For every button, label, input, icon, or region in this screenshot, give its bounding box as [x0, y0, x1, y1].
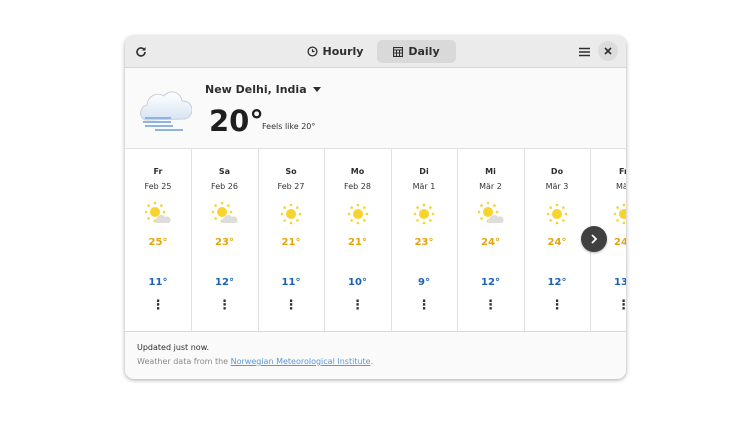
partly-cloudy-icon — [211, 201, 238, 223]
more-details-icon[interactable]: ⋮ — [484, 298, 497, 313]
day-date: Feb 27 — [277, 182, 305, 191]
more-details-icon[interactable]: ⋮ — [417, 298, 431, 313]
forecast-day[interactable]: Sa Feb 26 23° 12° ⋮ — [192, 149, 259, 331]
more-details-icon[interactable]: ⋮ — [151, 298, 165, 313]
low-temperature: 13° — [614, 277, 626, 288]
high-temperature: 24° — [481, 237, 500, 248]
high-temperature: 25° — [148, 237, 168, 248]
attribution-suffix: . — [370, 357, 374, 366]
high-temperature: 23° — [215, 237, 234, 248]
low-temperature: 12° — [481, 277, 500, 288]
refresh-button[interactable] — [129, 40, 153, 64]
chevron-right-icon — [591, 234, 598, 244]
tab-hourly-label: Hourly — [322, 45, 364, 58]
day-date: Feb 25 — [144, 182, 172, 191]
low-temperature: 9° — [418, 277, 430, 288]
dropdown-arrow-icon — [312, 87, 321, 92]
partly-cloudy-icon — [477, 201, 504, 223]
forecast-day[interactable]: Fr Mär 24° 13° ⋮ — [591, 149, 626, 331]
day-name: Fr — [619, 167, 626, 176]
location-selector[interactable]: New Delhi, India — [205, 83, 321, 96]
day-name: Mo — [350, 167, 365, 176]
day-name: Di — [419, 167, 429, 176]
daily-forecast-grid[interactable]: Fr Feb 25 25° 11° ⋮ Sa Feb 26 23° 12° ⋮ So… — [125, 148, 626, 332]
low-temperature: 12° — [215, 277, 234, 288]
current-conditions: New Delhi, India 20° Feels like 20° — [125, 68, 626, 148]
forecast-day[interactable]: So Feb 27 21° 11° ⋮ — [258, 149, 325, 331]
day-name: Mi — [485, 167, 496, 176]
refresh-icon — [136, 47, 146, 57]
high-temperature: 21° — [348, 237, 367, 248]
feels-like: Feels like 20° — [262, 122, 316, 131]
tab-daily[interactable]: Daily — [377, 40, 456, 63]
high-temperature: 24° — [614, 237, 626, 248]
tab-daily-label: Daily — [408, 45, 440, 58]
sunny-icon — [280, 203, 302, 225]
forecast-day[interactable]: Mi Mär 2 24° 12° ⋮ — [458, 149, 525, 331]
more-details-icon[interactable]: ⋮ — [351, 298, 364, 313]
more-details-icon[interactable]: ⋮ — [218, 298, 231, 313]
close-button[interactable] — [598, 41, 618, 61]
low-temperature: 12° — [547, 277, 567, 288]
sunny-icon — [413, 203, 435, 225]
sunny-icon — [613, 203, 626, 225]
more-details-icon[interactable]: ⋮ — [550, 298, 564, 313]
day-date: Mär — [615, 182, 626, 191]
high-temperature: 24° — [547, 237, 567, 248]
day-name: So — [285, 167, 297, 176]
fog-cloud-icon — [140, 91, 192, 131]
day-name: Do — [550, 167, 564, 176]
sunny-icon — [347, 203, 368, 225]
day-date: Mär 1 — [412, 182, 436, 191]
tab-hourly[interactable]: Hourly — [305, 40, 365, 63]
day-date: Mär 3 — [545, 182, 569, 191]
met-institute-link[interactable]: Norwegian Meteorological Institute — [230, 357, 371, 366]
low-temperature: 11° — [281, 277, 301, 288]
day-date: Feb 28 — [344, 182, 371, 191]
forecast-day[interactable]: Fr Feb 25 25° 11° ⋮ — [125, 149, 192, 331]
updated-status: Updated just now. — [137, 343, 210, 352]
calendar-icon — [393, 46, 404, 57]
day-name: Sa — [218, 167, 231, 176]
forecast-day[interactable]: Mo Feb 28 21° 10° ⋮ — [325, 149, 392, 331]
day-name: Fr — [153, 167, 163, 176]
partly-cloudy-icon — [145, 201, 171, 223]
scroll-next-button[interactable] — [581, 226, 607, 252]
hamburger-icon — [578, 47, 590, 57]
location-name: New Delhi, India — [205, 83, 307, 96]
high-temperature: 23° — [414, 237, 434, 248]
header-bar: Hourly Daily — [125, 36, 626, 68]
close-icon — [604, 47, 612, 55]
day-date: Mär 2 — [479, 182, 502, 191]
low-temperature: 10° — [348, 277, 367, 288]
high-temperature: 21° — [281, 237, 301, 248]
more-details-icon[interactable]: ⋮ — [591, 299, 626, 312]
attribution-prefix: Weather data from the — [137, 357, 231, 366]
weather-window: Hourly Daily New Delhi, India 20° Feels … — [125, 36, 626, 379]
current-temperature: 20° — [209, 104, 264, 138]
clock-icon — [306, 46, 318, 57]
more-details-icon[interactable]: ⋮ — [284, 298, 298, 313]
low-temperature: 11° — [148, 277, 168, 288]
main-menu-button[interactable] — [572, 40, 596, 64]
attribution: Weather data from the Norwegian Meteorol… — [137, 357, 373, 366]
forecast-day[interactable]: Di Mär 1 23° 9° ⋮ — [391, 149, 458, 331]
sunny-icon — [546, 203, 568, 225]
day-date: Feb 26 — [211, 182, 238, 191]
